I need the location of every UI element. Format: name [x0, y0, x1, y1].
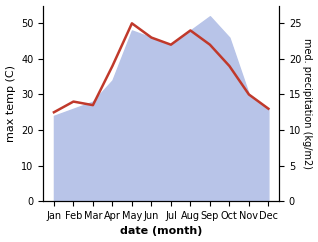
Y-axis label: max temp (C): max temp (C): [5, 65, 16, 142]
X-axis label: date (month): date (month): [120, 227, 202, 236]
Y-axis label: med. precipitation (kg/m2): med. precipitation (kg/m2): [302, 38, 313, 169]
